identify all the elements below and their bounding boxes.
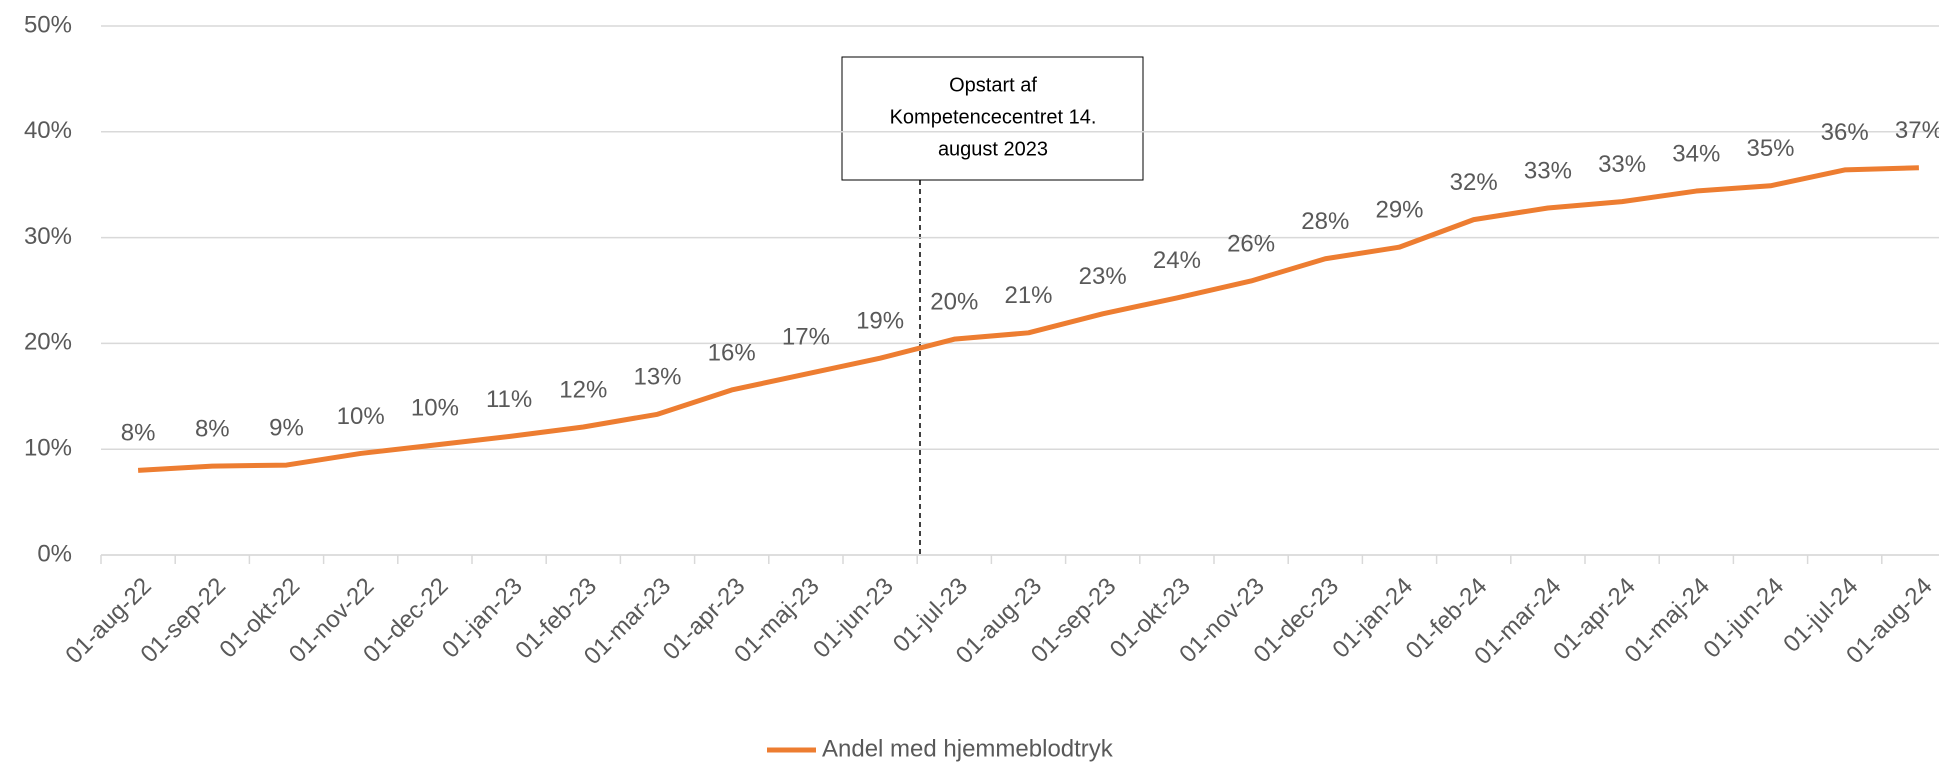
data-label: 21% [1004, 282, 1052, 309]
data-label: 12% [559, 376, 607, 403]
y-tick-label: 10% [24, 435, 72, 462]
data-label: 13% [633, 364, 681, 391]
data-label: 32% [1450, 169, 1498, 196]
annotation-text: Kompetencecentret 14. [890, 106, 1097, 128]
legend-label: Andel med hjemmeblodtryk [822, 735, 1114, 762]
data-label: 8% [195, 415, 230, 442]
annotation-text: august 2023 [938, 138, 1048, 160]
data-label: 28% [1301, 208, 1349, 235]
data-label: 23% [1079, 263, 1127, 290]
data-label: 16% [708, 339, 756, 366]
annotation-text: Opstart af [949, 74, 1037, 96]
data-label: 24% [1153, 247, 1201, 274]
y-tick-label: 20% [24, 329, 72, 356]
data-label: 20% [930, 289, 978, 316]
data-label: 37% [1895, 117, 1939, 144]
data-label: 26% [1227, 230, 1275, 257]
data-label: 10% [337, 403, 385, 430]
data-label: 8% [121, 420, 156, 447]
data-label: 11% [486, 386, 532, 413]
data-label: 34% [1672, 140, 1720, 167]
y-tick-label: 0% [37, 540, 72, 567]
y-tick-label: 40% [24, 117, 72, 144]
y-tick-label: 50% [24, 11, 72, 38]
annotation-box [841, 56, 1144, 181]
data-label: 19% [856, 308, 904, 335]
data-label: 9% [269, 414, 304, 441]
data-label: 33% [1524, 157, 1572, 184]
data-label: 36% [1821, 119, 1869, 146]
data-label: 35% [1746, 135, 1794, 162]
data-label: 17% [782, 323, 830, 350]
x-tick-label: 01-jun-23 [808, 573, 899, 664]
x-tick-label: 01-jun-24 [1698, 573, 1789, 664]
data-label: 10% [411, 394, 459, 421]
data-label: 29% [1375, 196, 1423, 223]
data-label: 33% [1598, 151, 1646, 178]
line-series [137, 165, 1919, 473]
y-tick-label: 30% [24, 223, 72, 250]
